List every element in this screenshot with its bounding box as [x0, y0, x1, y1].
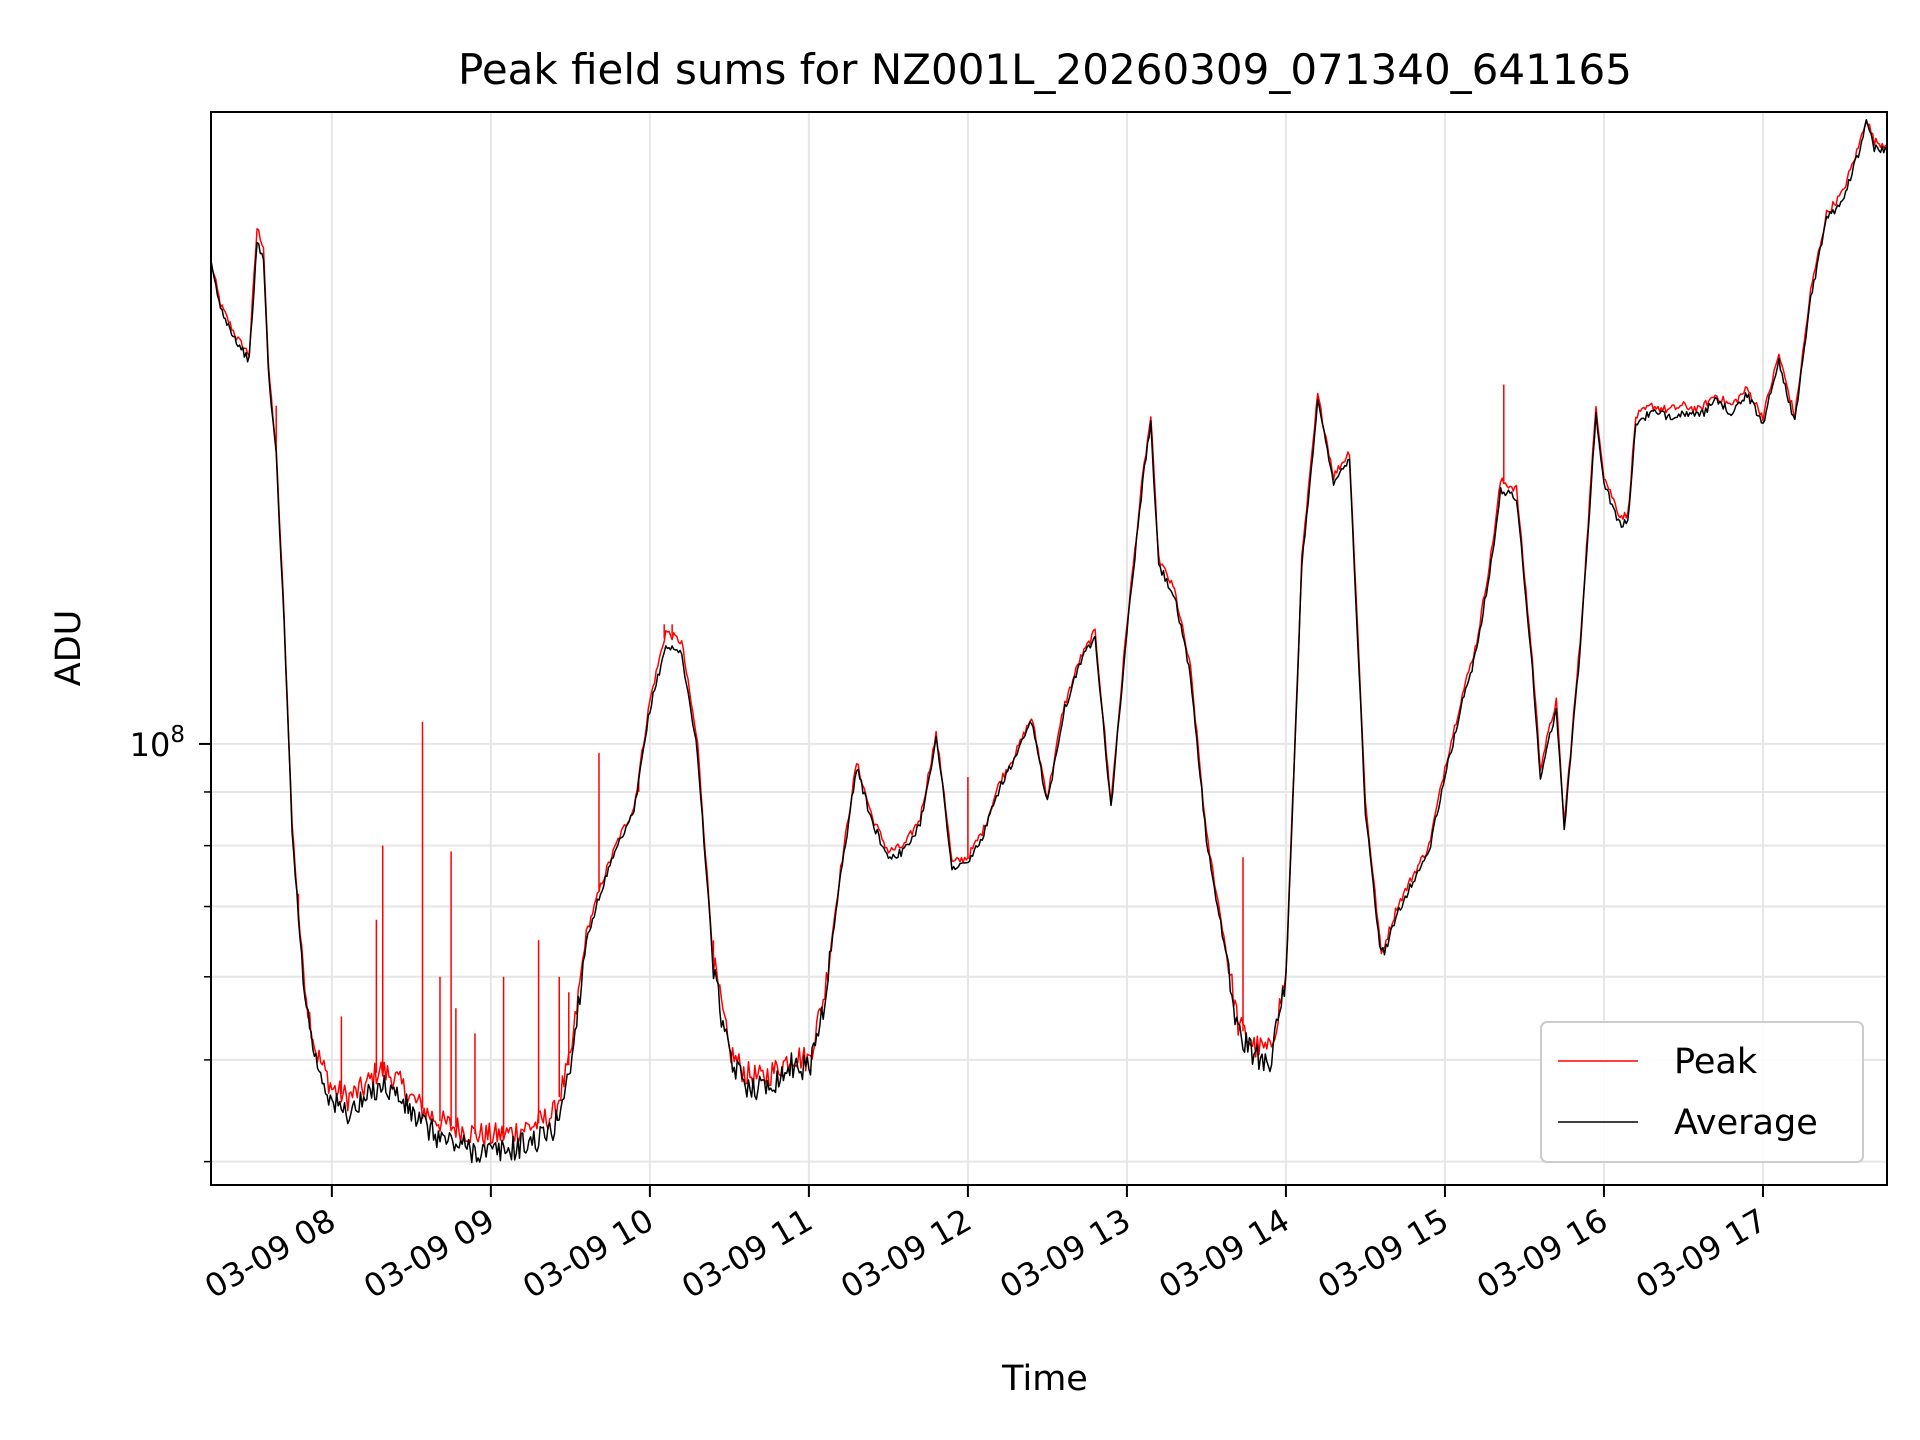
legend-average-label: Average — [1674, 1103, 1818, 1143]
legend-peak-label: Peak — [1674, 1042, 1758, 1082]
legend-box — [1540, 1021, 1864, 1163]
axes-frame — [210, 111, 1888, 1186]
legend: Peak Average — [1540, 1021, 1864, 1163]
series-line-average — [210, 118, 1888, 1164]
chart-title: Peak field sums for NZ001L_20260309_0713… — [458, 45, 1632, 94]
y-axis-label: ADU — [49, 610, 89, 687]
series-layer — [210, 118, 1888, 1164]
y-tick-label: 108 — [130, 722, 185, 764]
grid — [211, 112, 1887, 1185]
x-axis-label: Time — [1001, 1359, 1088, 1399]
